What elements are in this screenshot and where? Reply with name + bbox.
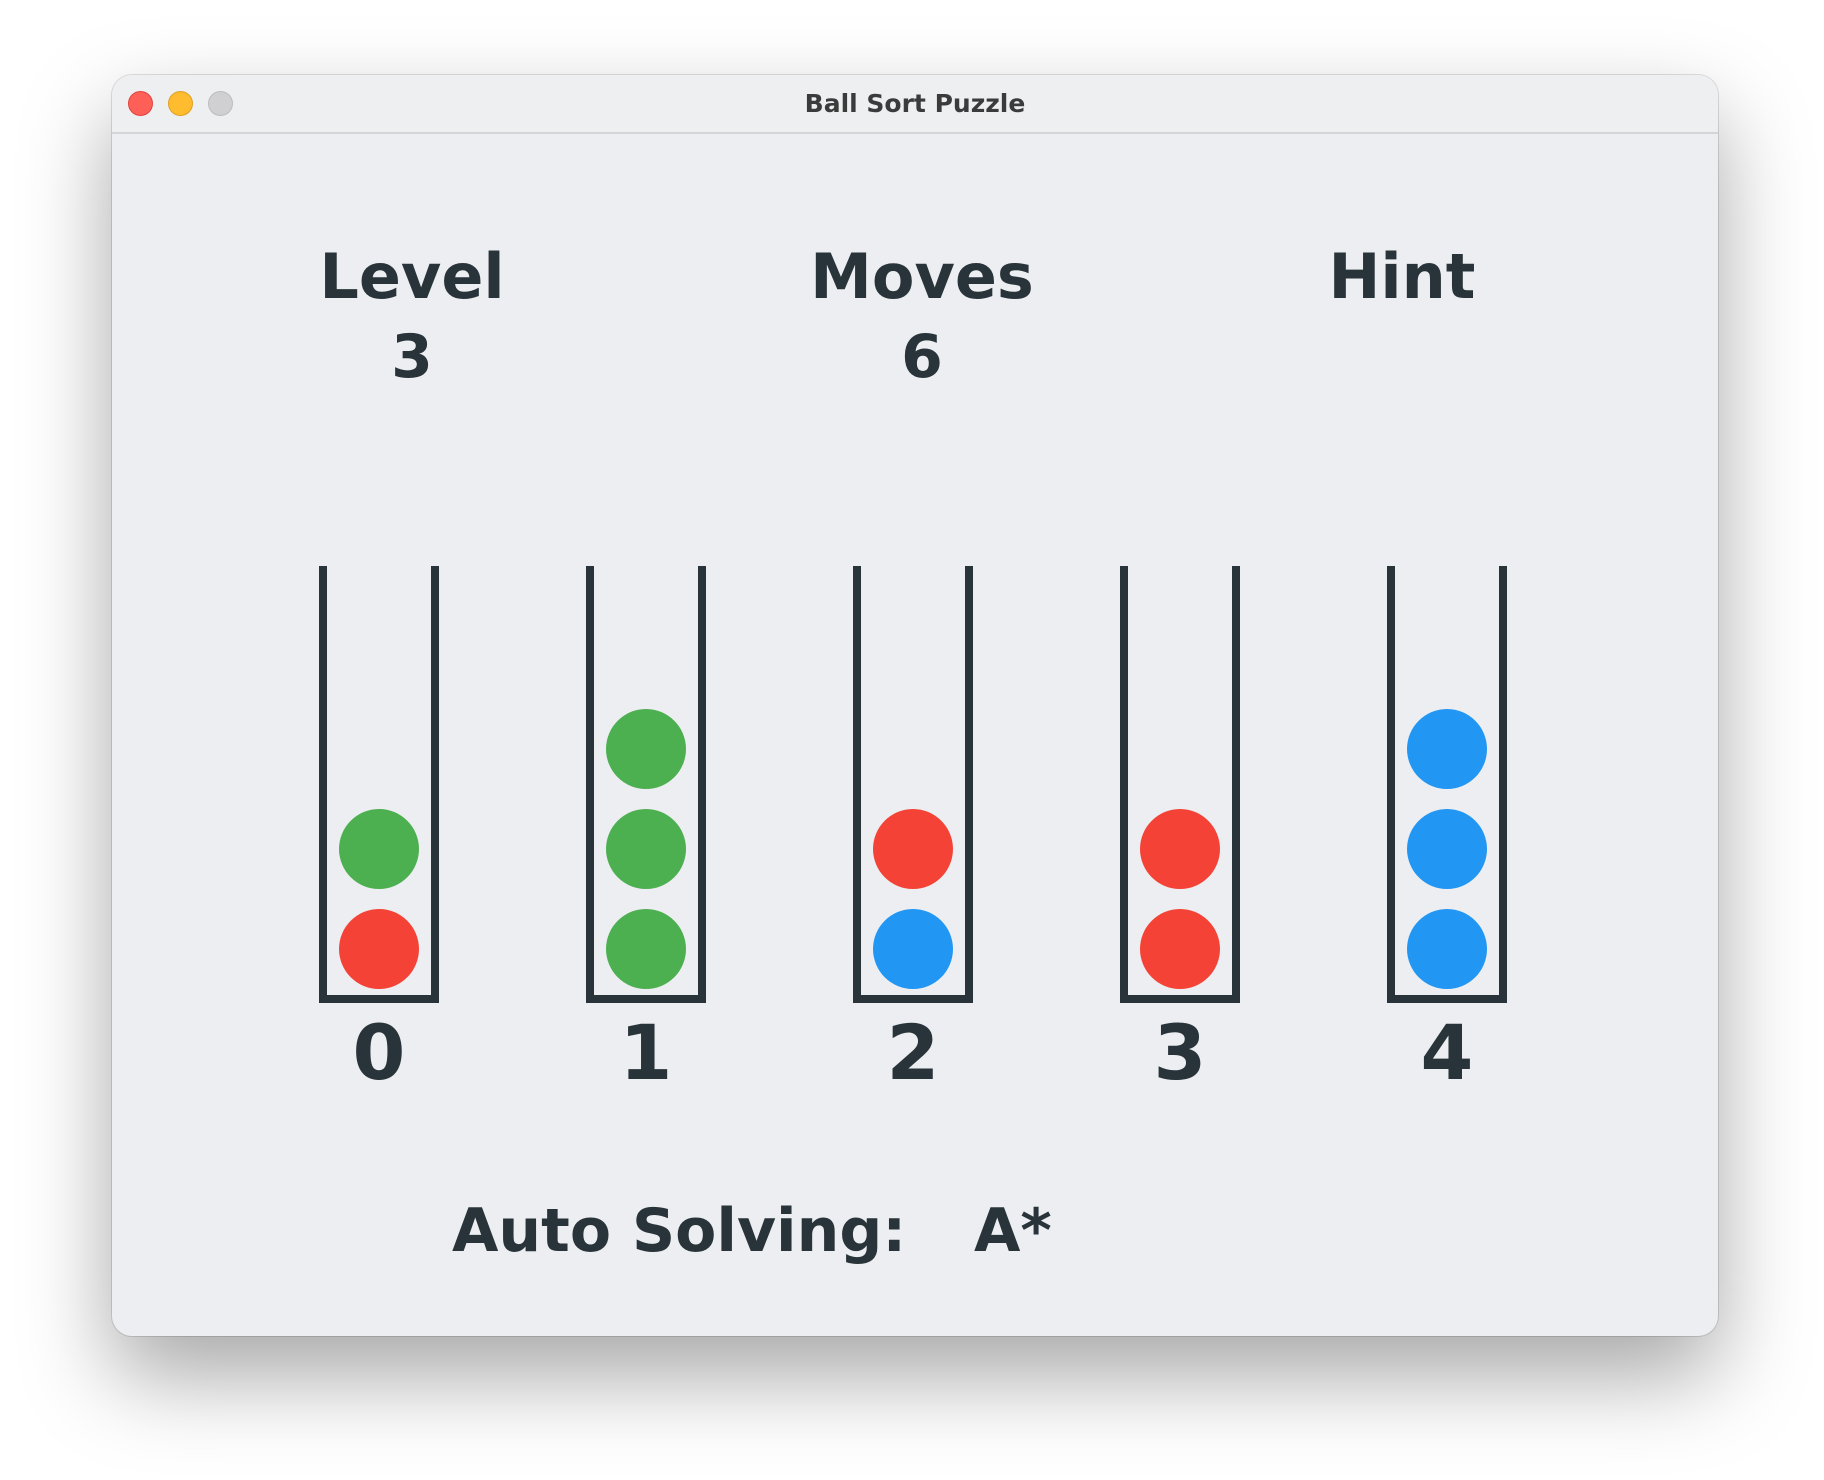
ball-green[interactable] <box>339 809 419 889</box>
tube-0[interactable]: 0 <box>319 566 439 1097</box>
ball-blue[interactable] <box>873 909 953 989</box>
tube-4[interactable]: 4 <box>1387 566 1507 1097</box>
ball-red[interactable] <box>339 909 419 989</box>
auto-solving-label: Auto Solving: <box>452 1196 907 1266</box>
title-bar: Ball Sort Puzzle <box>112 75 1718 134</box>
moves-value: 6 <box>901 322 943 392</box>
level-label: Level <box>319 240 505 313</box>
tube-1[interactable]: 1 <box>586 566 706 1097</box>
tube-2[interactable]: 2 <box>853 566 973 1097</box>
tube-label: 4 <box>1421 1008 1474 1097</box>
ball-blue[interactable] <box>1407 809 1487 889</box>
ball-green[interactable] <box>606 809 686 889</box>
tube-label: 3 <box>1154 1008 1207 1097</box>
game-board: 0 1 2 3 4 <box>319 566 1507 1097</box>
tube-outline[interactable] <box>1387 566 1507 1003</box>
algorithm-value[interactable]: A* <box>974 1196 1052 1266</box>
zoom-window-button[interactable] <box>208 91 233 116</box>
hint-button[interactable]: Hint <box>1328 240 1476 313</box>
ball-red[interactable] <box>1140 809 1220 889</box>
tube-label: 2 <box>887 1008 940 1097</box>
ball-green[interactable] <box>606 709 686 789</box>
moves-label: Moves <box>810 240 1034 313</box>
tube-label: 1 <box>620 1008 673 1097</box>
tube-outline[interactable] <box>586 566 706 1003</box>
close-window-button[interactable] <box>128 91 153 116</box>
ball-green[interactable] <box>606 909 686 989</box>
tube-label: 0 <box>353 1008 406 1097</box>
tube-3[interactable]: 3 <box>1120 566 1240 1097</box>
minimize-window-button[interactable] <box>168 91 193 116</box>
tube-outline[interactable] <box>1120 566 1240 1003</box>
level-value: 3 <box>391 322 433 392</box>
ball-red[interactable] <box>873 809 953 889</box>
ball-blue[interactable] <box>1407 909 1487 989</box>
tube-outline[interactable] <box>319 566 439 1003</box>
ball-red[interactable] <box>1140 909 1220 989</box>
tube-outline[interactable] <box>853 566 973 1003</box>
ball-blue[interactable] <box>1407 709 1487 789</box>
app-window: Ball Sort Puzzle Level 3 Moves 6 Hint 0 1… <box>112 75 1718 1336</box>
game-area: Level 3 Moves 6 Hint 0 1 2 3 4 Auto Solving:… <box>112 134 1718 1336</box>
window-title: Ball Sort Puzzle <box>804 89 1026 118</box>
